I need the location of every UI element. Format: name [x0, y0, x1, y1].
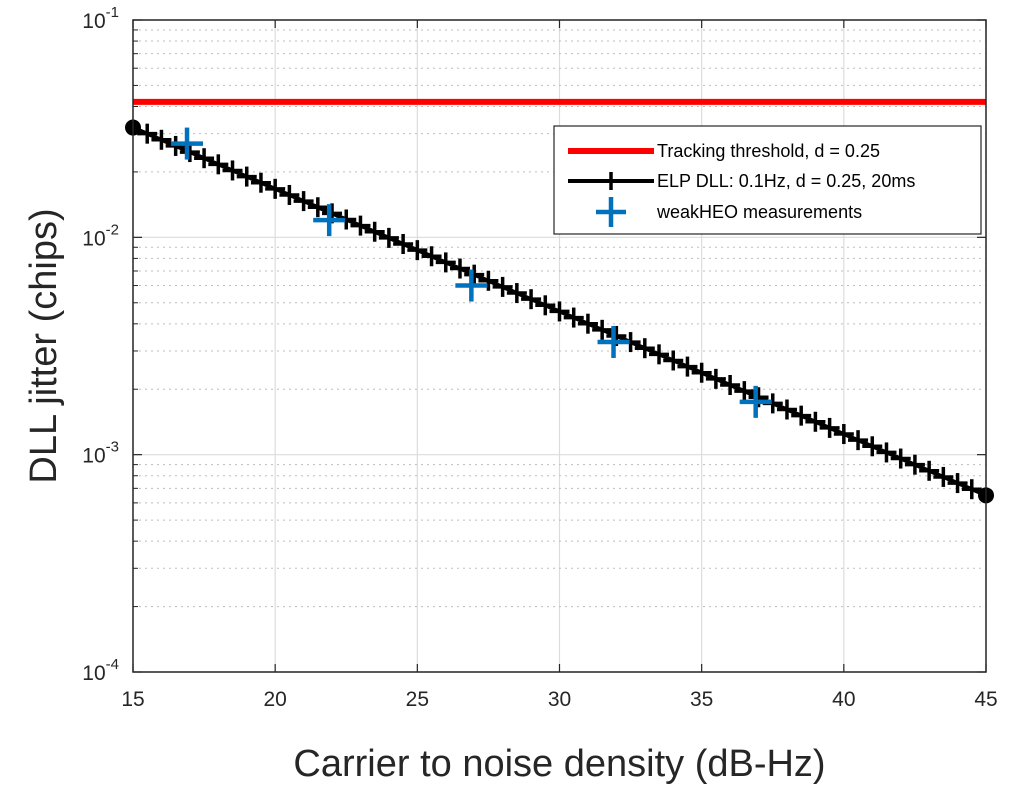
- legend: Tracking threshold, d = 0.25 ELP DLL: 0.1…: [553, 125, 982, 235]
- elp-dll-marker: [435, 252, 456, 273]
- y-tick-base: 10: [82, 10, 105, 33]
- y-axis-title: DLL jitter (chips): [23, 208, 65, 483]
- elp-dll-marker: [378, 227, 399, 248]
- elp-dll-marker: [819, 417, 840, 438]
- elp-dll-marker: [776, 399, 797, 420]
- x-tick-label: 25: [406, 688, 429, 711]
- y-tick-exponent: -4: [106, 656, 119, 673]
- legend-label: ELP DLL: 0.1Hz, d = 0.25, 20ms: [657, 171, 915, 191]
- y-tick-label: 10-1: [82, 4, 119, 33]
- elp-dll-marker: [805, 411, 826, 432]
- elp-dll-marker: [947, 473, 968, 494]
- x-tick-label: 45: [974, 688, 997, 711]
- elp-dll-marker: [904, 454, 925, 475]
- x-tick-label: 30: [548, 688, 571, 711]
- elp-dll-marker: [407, 240, 428, 261]
- elp-dll-marker: [890, 448, 911, 469]
- elp-dll-marker: [705, 368, 726, 389]
- elp-dll-marker: [279, 184, 300, 205]
- measurement-marker: [313, 204, 346, 237]
- y-tick-exponent: -1: [106, 4, 119, 21]
- elp-dll-marker: [293, 191, 314, 212]
- elp-dll-marker: [521, 289, 542, 310]
- elp-dll-marker: [577, 313, 598, 334]
- elp-dll-marker: [194, 148, 215, 169]
- elp-dll-marker: [265, 178, 286, 199]
- elp-dll-marker: [848, 430, 869, 451]
- elp-dll-marker: [307, 197, 328, 218]
- x-tick-label: 15: [121, 688, 144, 711]
- y-tick-base: 10: [82, 445, 105, 468]
- elp-dll-marker: [649, 344, 670, 365]
- elp-dll-marker: [449, 258, 470, 279]
- tick-marks: [132, 19, 987, 673]
- elp-dll-marker: [250, 172, 271, 193]
- elp-dll-marker: [478, 270, 499, 291]
- measurement-marker: [171, 127, 204, 160]
- elp-dll-marker: [492, 276, 513, 297]
- y-tick-base: 10: [82, 227, 105, 250]
- elp-dll-marker: [691, 362, 712, 383]
- elp-dll-marker: [592, 319, 613, 340]
- elp-dll-marker: [634, 338, 655, 359]
- elp-dll-marker: [393, 234, 414, 255]
- elp-dll-marker: [208, 154, 229, 175]
- legend-label: weakHEO measurements: [656, 202, 862, 222]
- elp-dll-marker: [350, 215, 371, 236]
- elp-dll-marker: [663, 350, 684, 371]
- elp-dll-marker: [421, 246, 442, 267]
- elp-dll-marker: [862, 436, 883, 457]
- elp-dll-marker: [364, 221, 385, 242]
- elp-dll-marker: [506, 283, 527, 304]
- series-layer: [125, 98, 994, 504]
- axes-box: [132, 19, 987, 673]
- legend-marker-measurements: [596, 197, 626, 227]
- y-tick-exponent: -3: [106, 439, 119, 456]
- x-tick-label: 20: [263, 688, 286, 711]
- elp-dll-marker: [876, 442, 897, 463]
- elp-dll-marker: [961, 479, 982, 500]
- legend-label: Tracking threshold, d = 0.25: [657, 141, 880, 161]
- elp-dll-marker: [919, 460, 940, 481]
- x-tick-label: 35: [690, 688, 713, 711]
- elp-dll-marker: [734, 381, 755, 402]
- y-tick-label: 10-3: [82, 439, 119, 468]
- elp-dll-marker: [720, 374, 741, 395]
- y-tick-exponent: -2: [106, 221, 119, 238]
- x-axis-title: Carrier to noise density (dB-Hz): [293, 743, 825, 785]
- measurement-marker: [455, 269, 488, 302]
- measurement-markers: [171, 127, 772, 418]
- x-tick-label: 40: [832, 688, 855, 711]
- elp-dll-marker: [563, 307, 584, 328]
- elp-dll-marker: [236, 166, 257, 187]
- elp-dll-marker: [464, 264, 485, 285]
- y-tick-base: 10: [82, 662, 105, 685]
- elp-dll-marker: [535, 295, 556, 316]
- elp-dll-marker: [222, 160, 243, 181]
- measurement-marker: [739, 385, 772, 418]
- y-tick-label: 10-2: [82, 221, 119, 250]
- elp-dll-marker: [677, 356, 698, 377]
- y-tick-label: 10-4: [82, 656, 119, 685]
- elp-dll-marker: [137, 123, 158, 144]
- measurement-marker: [597, 325, 630, 358]
- elp-dll-marker: [549, 301, 570, 322]
- elp-dll-marker: [151, 129, 172, 150]
- elp-dll-markers: [125, 119, 994, 504]
- legend-marker-elp-dll: [602, 172, 620, 190]
- elp-dll-marker: [791, 405, 812, 426]
- elp-dll-marker: [933, 466, 954, 487]
- elp-dll-marker: [833, 424, 854, 445]
- elp-dll-marker: [165, 135, 186, 156]
